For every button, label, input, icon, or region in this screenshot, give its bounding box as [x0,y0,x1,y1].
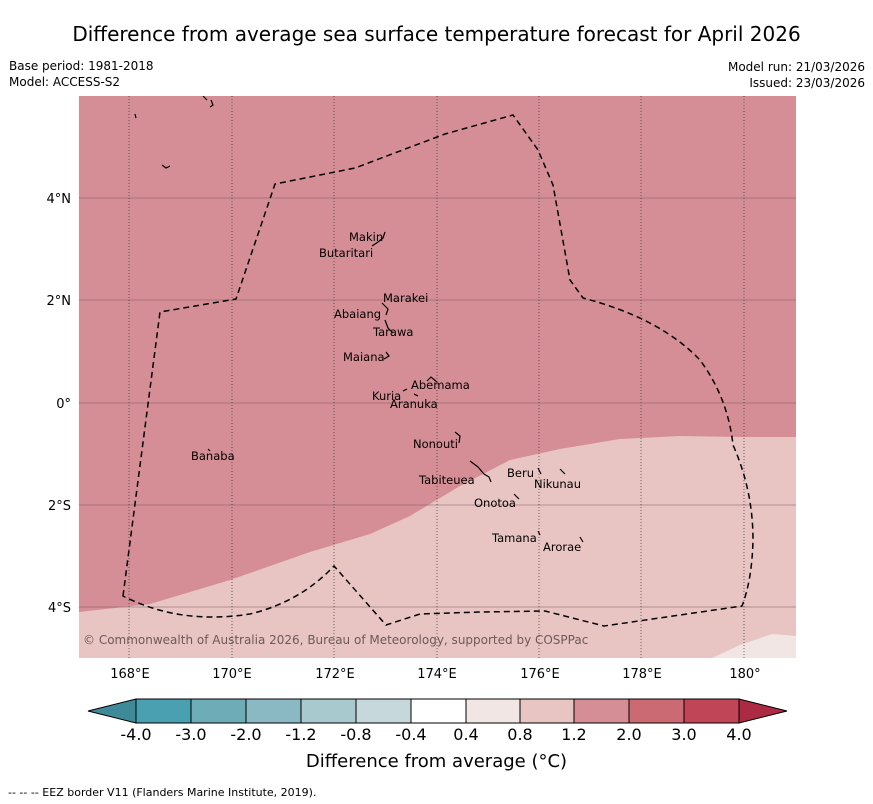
model-text: Model: ACCESS-S2 [9,75,121,89]
anomaly-light-region [712,634,796,658]
colorbar-label: -1.2 [285,725,317,744]
longitude-gridlines [128,96,745,658]
anomaly-neutral-region [79,436,796,658]
latitude-ticks: 4°N 2°N 0° 2°S 4°S [47,192,72,616]
lat-tick: 4°N [47,192,72,207]
island-label: Kuria [372,389,401,403]
colorbar-label: -3.0 [175,725,207,744]
island-label: Aranuka [390,397,438,411]
island-label: Abaiang [334,307,381,321]
island-label: Maiana [343,350,385,364]
lon-tick: 172°E [315,667,355,682]
island-label: Marakei [383,291,428,305]
base-period-text: Base period: 1981-2018 [9,59,154,73]
lon-tick: 168°E [110,667,150,682]
copyright-text: © Commonwealth of Australia 2026, Bureau… [83,633,588,647]
lon-tick: 176°E [520,667,560,682]
colorbar-swatch [300,698,357,724]
colorbar-label: 2.0 [616,725,642,744]
colorbar-swatch [190,698,247,724]
colorbar-title: Difference from average (°C) [305,751,568,772]
lat-tick: 2°S [48,499,71,514]
model-run-text: Model run: 21/03/2026 [727,60,865,74]
colorbar-min-arrow [87,698,137,724]
lat-tick: 2°N [47,294,72,309]
colorbar-swatch [683,698,740,724]
latitude-gridlines [79,197,796,608]
island-label: Banaba [191,449,235,463]
island-label: Beru [507,466,534,480]
colorbar-label: -2.0 [230,725,262,744]
map-panel: Makin Butaritari Marakei Abaiang Tarawa … [79,96,796,658]
colorbar-label: -0.8 [340,725,372,744]
island-label: Onotoa [474,496,516,510]
colorbar-label: -0.4 [395,725,427,744]
island-label: Tarawa [372,325,413,339]
island-label: Abemama [411,378,470,392]
longitude-ticks: 168°E 170°E 172°E 174°E 176°E 178°E 180° [110,667,760,682]
colorbar-swatch [410,698,467,724]
colorbar-max-arrow [738,698,788,724]
lon-tick: 178°E [622,667,662,682]
colorbar-label: 4.0 [726,725,752,744]
colorbar-swatch [135,698,192,724]
lon-tick: 180° [729,667,760,682]
colorbar-swatch [465,698,521,724]
island-label: Makin [349,230,383,244]
island-labels: Makin Butaritari Marakei Abaiang Tarawa … [191,230,581,554]
lat-tick: 4°S [48,601,71,616]
colorbar-swatch [519,698,575,724]
footer-note: -- -- -- EEZ border V11 (Flanders Marine… [8,786,317,799]
colorbar [87,698,788,724]
colorbar-swatch [355,698,412,724]
island-label: Nikunau [534,477,581,491]
island-label: Butaritari [319,246,373,260]
colorbar-label: 0.4 [453,725,479,744]
colorbar-swatch [628,698,685,724]
lat-tick: 0° [56,397,71,412]
meta-left: Base period: 1981-2018 Model: ACCESS-S2 [9,58,154,90]
colorbar-label: 1.2 [561,725,587,744]
island-outlines [134,96,584,543]
colorbar-label: -4.0 [120,725,152,744]
colorbar-label: 3.0 [671,725,697,744]
island-label: Arorae [543,540,581,554]
island-label: Tabiteuea [418,473,475,487]
island-label: Nonouti [413,437,458,451]
lon-tick: 174°E [417,667,457,682]
colorbar-swatch [573,698,630,724]
meta-right: Model run: 21/03/2026 Issued: 23/03/2026 [728,59,865,91]
colorbar-swatch [245,698,302,724]
chart-title: Difference from average sea surface temp… [72,22,801,46]
lon-tick: 170°E [212,667,252,682]
colorbar-label: 0.8 [507,725,533,744]
island-label: Tamana [491,531,537,545]
issued-text: Issued: 23/03/2026 [749,76,865,90]
